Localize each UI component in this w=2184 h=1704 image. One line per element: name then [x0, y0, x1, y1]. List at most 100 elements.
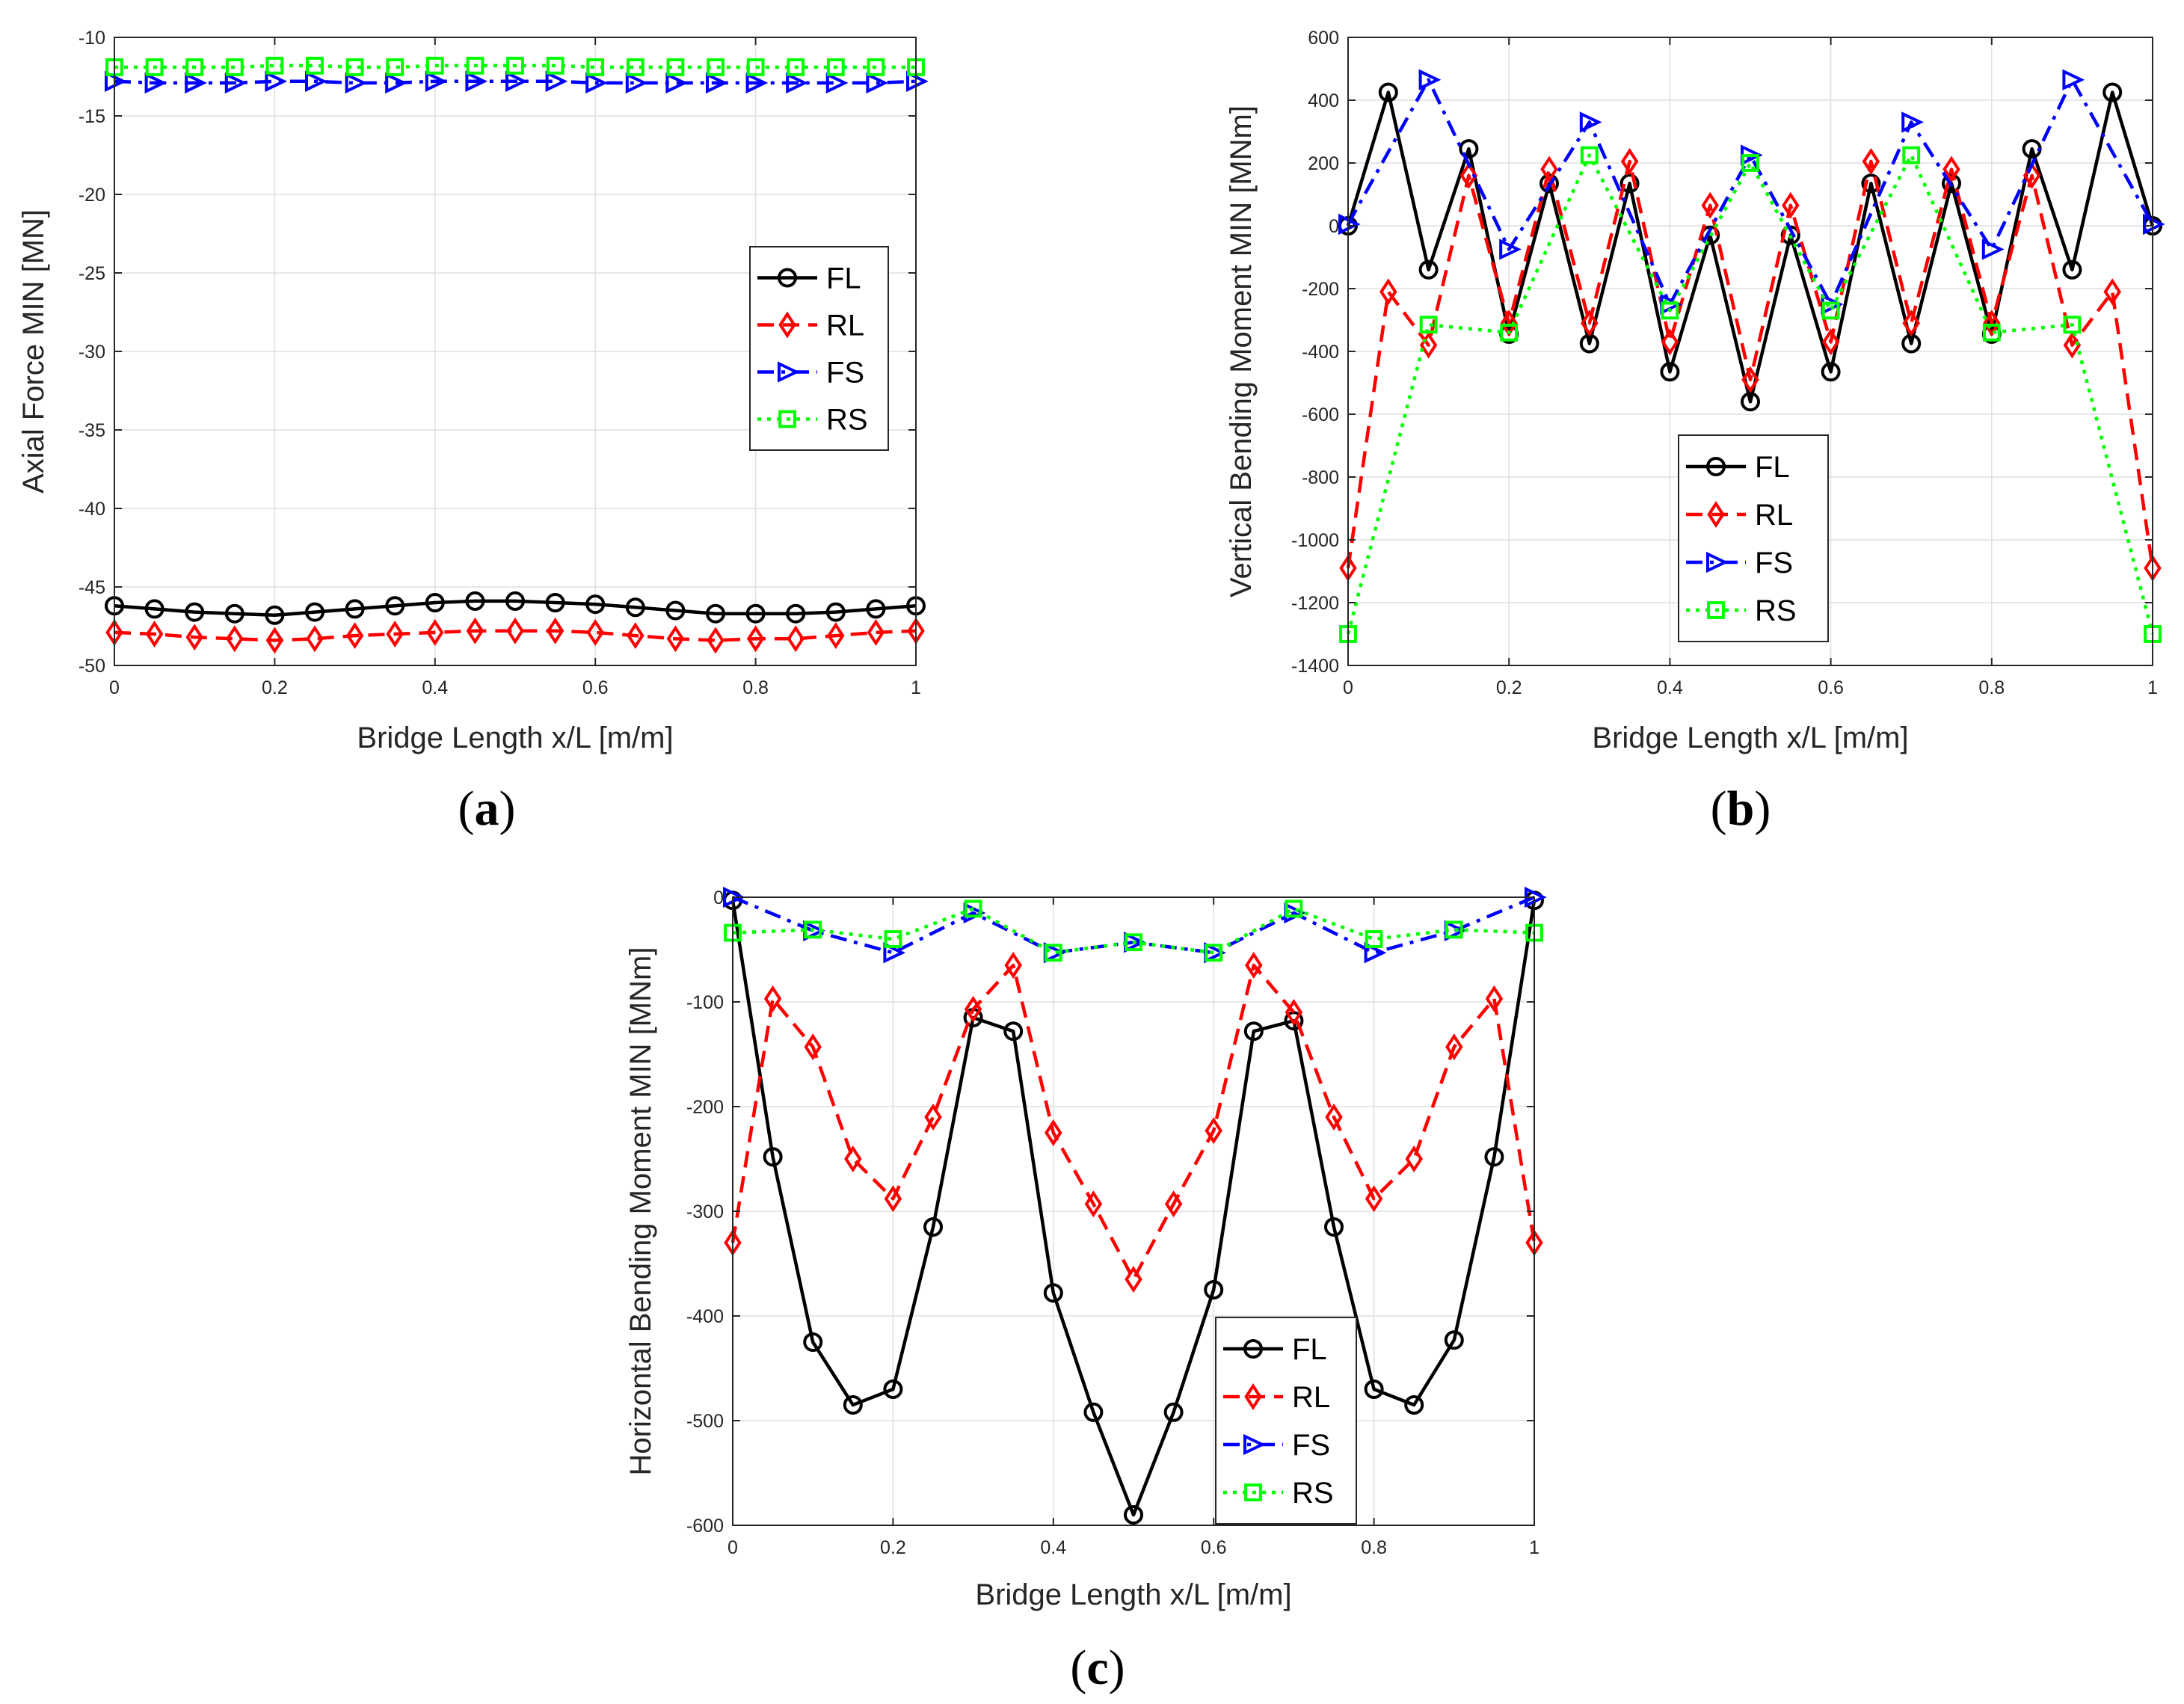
chart-c-series-rl-point-17 [1405, 1145, 1423, 1172]
chart-a-series-rl-point-13 [627, 622, 645, 650]
chart-b-series-rs-point-4 [1500, 323, 1519, 342]
chart-a-x-tick-label-2: 0.4 [422, 677, 448, 698]
chart-a-series-fs-point-8 [425, 70, 448, 92]
chart-a-legend-fl-label: FL [826, 262, 861, 295]
chart-c-series-rs-point-14 [1285, 899, 1303, 918]
chart-b-legend: FL RL FS RS [1678, 434, 1829, 642]
chart-b-series-fl-point-2 [1418, 259, 1439, 280]
chart-b-series-fl-line [1346, 90, 2155, 404]
chart-a-series-rs-point-9 [466, 56, 485, 75]
chart-b-panel-label: (b) [1711, 781, 1771, 836]
chart-a-series-rl-point-8 [426, 618, 444, 646]
chart-c-legend-rs-label: RS [1292, 1477, 1334, 1510]
chart-a-series-rs-point-7 [386, 58, 404, 76]
chart-c-series-fl-point-14 [1284, 1011, 1304, 1031]
chart-b-series-rs-point-10 [1741, 154, 1759, 172]
chart-a-series-fl-point-1 [144, 599, 164, 619]
chart-b-series-rs-point-14 [1902, 146, 1921, 164]
chart-a-series-rl-line [114, 629, 917, 642]
chart-a-series-rs-point-3 [225, 58, 244, 76]
chart-b-series-rl-point-6 [1581, 310, 1599, 337]
chart-a-series-fs-point-14 [665, 72, 689, 94]
chart-c-series-fl-point-11 [1163, 1402, 1184, 1422]
chart-a-series-fl-point-18 [825, 602, 846, 622]
chart-a-series-fs-point-9 [465, 70, 488, 92]
chart-b-legend-fl-label: FL [1755, 451, 1790, 484]
chart-c-series-fl-point-15 [1324, 1217, 1344, 1237]
chart-b-vertical-bending-moment: 0 0.2 0.4 0.6 0.8 1 -1400 -1200 -1000 -800 -600 -40… [1225, 28, 2165, 836]
chart-a-x-tick-label-3: 0.6 [582, 677, 609, 698]
chart-a-series-fs-point-6 [345, 72, 368, 94]
chart-b-series-fl-point-18 [2062, 259, 2082, 280]
chart-b-series-rl-point-8 [1661, 328, 1679, 356]
chart-b-legend-rl-label: RL [1755, 499, 1793, 532]
chart-c-series-rs-point-4 [884, 930, 902, 948]
chart-c-y-tick-label-2: -400 [686, 1306, 724, 1327]
chart-a-series-fs-point-2 [185, 72, 207, 94]
chart-a-series-fl-point-13 [625, 597, 645, 618]
chart-c-legend-fs-marker [1243, 1433, 1266, 1456]
chart-c-series-fl-point-1 [763, 1147, 783, 1167]
chart-a-series-rs-point-6 [345, 58, 364, 76]
chart-a-series-rl-point-7 [386, 621, 404, 648]
chart-c-series-fl-point-8 [1043, 1283, 1063, 1303]
chart-b-legend-rl-marker [1707, 501, 1725, 528]
chart-a-series-fs-point-11 [545, 70, 568, 92]
chart-c-series-fl-point-9 [1083, 1402, 1104, 1422]
chart-a-legend-rl-marker [778, 311, 796, 339]
chart-a-legend-fl-marker [778, 268, 797, 288]
chart-c-series-fl-point-16 [1364, 1379, 1384, 1399]
chart-a-series-fs-point-4 [265, 70, 288, 92]
chart-c-series-rl-point-5 [924, 1104, 942, 1131]
chart-a-series-rl-point-17 [787, 625, 805, 653]
chart-a-y-tick-label-6: -20 [79, 185, 105, 206]
chart-c-series-rl-point-15 [1325, 1104, 1343, 1131]
chart-a-series-fs-point-18 [825, 72, 849, 94]
chart-c-y-tick-label-4: -200 [686, 1097, 724, 1118]
chart-a-series-fs-point-12 [585, 72, 608, 94]
chart-b-series-fl-point-3 [1459, 139, 1479, 159]
chart-c-series-rl-point-12 [1205, 1117, 1222, 1145]
chart-a-series-rs-line [114, 64, 916, 70]
chart-b-y-tick-label-8: 200 [1308, 153, 1339, 174]
chart-a-ticks: 0 0.2 0.4 0.6 0.8 1 -50 -45 -40 -35 -30 -25 -20 -15 -1… [79, 28, 921, 698]
chart-b-y-tick-label-5: -400 [1302, 342, 1339, 363]
chart-a-series-rs-point-17 [787, 58, 805, 76]
chart-a-series-fl-point-7 [385, 596, 405, 616]
chart-a-y-tick-label-2: -40 [79, 499, 105, 520]
chart-c-series-rs-point-16 [1365, 930, 1383, 948]
chart-a-series-rs-point-8 [425, 56, 444, 75]
chart-b-y-tick-label-10: 600 [1308, 28, 1339, 49]
chart-a-series-fs-point-5 [305, 70, 327, 92]
chart-b-series-rl-point-16 [1983, 310, 2001, 337]
chart-c-x-tick-label-2: 0.4 [1040, 1537, 1066, 1558]
chart-a-series-rs-point-13 [626, 58, 645, 76]
chart-b-series-fl-point-19 [2103, 82, 2123, 102]
chart-a-series-fs-point-7 [385, 72, 407, 94]
chart-b-x-tick-label-4: 0.8 [1978, 677, 2005, 698]
chart-a-series-rs-point-14 [666, 58, 685, 76]
chart-a-legend-fs-label: FS [826, 357, 864, 390]
chart-c-series-fs-point-4 [883, 942, 906, 964]
chart-c-y-tick-label-3: -300 [686, 1202, 724, 1222]
chart-a-y-tick-label-7: -15 [79, 106, 105, 127]
chart-a-y-tick-label-4: -30 [79, 342, 105, 363]
chart-c-series-rl-point-1 [763, 985, 782, 1012]
chart-a-series-rl-point-14 [666, 625, 685, 653]
chart-b-series-fs-point-16 [1981, 239, 2005, 260]
chart-b-y-tick-label-7: 0 [1329, 216, 1339, 237]
chart-b-legend-fs-label: FS [1755, 547, 1793, 579]
chart-a-series-fl-point-14 [665, 600, 686, 621]
chart-b-series-fl-point-8 [1660, 362, 1680, 382]
chart-c-series-fl-point-18 [1444, 1330, 1464, 1350]
chart-a-series-rs-point-18 [826, 58, 845, 76]
chart-b-x-tick-label-1: 0.2 [1496, 677, 1522, 698]
chart-b-series-rl-point-10 [1741, 366, 1759, 393]
chart-a-series-fl-point-4 [265, 605, 285, 625]
chart-a-series-fs-point-16 [745, 72, 769, 94]
chart-c-series [723, 886, 1547, 1525]
chart-b-series-rl-line [1346, 159, 2155, 569]
chart-a-legend-rl-label: RL [826, 310, 864, 342]
chart-b-series-rs-point-16 [1982, 323, 2001, 342]
